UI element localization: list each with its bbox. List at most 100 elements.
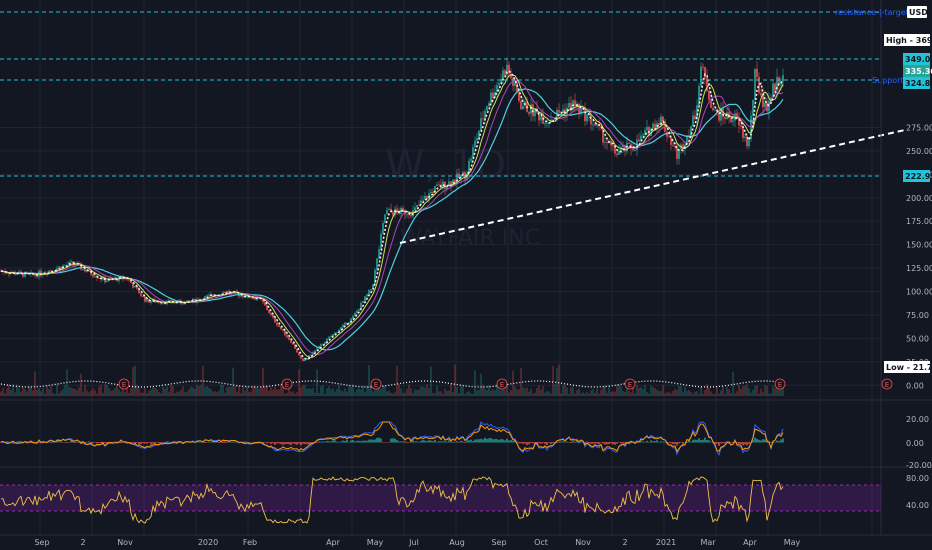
macd-histogram-bar [334, 440, 336, 443]
trendline[interactable] [399, 129, 906, 244]
volume-bar [404, 392, 406, 396]
macd-histogram-bar [286, 442, 288, 445]
macd-histogram-bar [70, 440, 72, 443]
candle-body [546, 122, 548, 124]
volume-bar [524, 388, 526, 396]
volume-bar [522, 387, 524, 396]
candle-body [64, 265, 66, 267]
volume-bar [384, 385, 386, 396]
macd-histogram-bar [96, 442, 98, 444]
macd-histogram-bar [706, 440, 708, 443]
macd-histogram-bar [304, 442, 306, 445]
macd-histogram-bar [332, 440, 334, 443]
macd-histogram-bar [280, 442, 282, 445]
macd-histogram-bar [604, 442, 606, 445]
macd-histogram-bar [142, 442, 144, 444]
candle-body [558, 110, 560, 113]
macd-histogram-bar [546, 442, 548, 445]
macd-histogram-bar [550, 442, 552, 444]
volume-bar [442, 393, 444, 396]
macd-histogram-bar [476, 439, 478, 443]
candle-body [538, 112, 540, 121]
macd-histogram-bar [98, 442, 100, 443]
volume-bar [76, 390, 78, 396]
candle-body [566, 107, 568, 115]
volume-bar [310, 388, 312, 396]
candle-body [408, 214, 410, 216]
volume-bar [602, 387, 604, 396]
macd-histogram-bar [12, 442, 14, 444]
volume-bar [344, 388, 346, 396]
time-axis[interactable]: Sep 2 Nov 2020 Feb Apr May Jul Aug Sep Oct Nov 2 2021… [34, 538, 800, 547]
candle-body [586, 114, 588, 122]
price-tick-label: 125.00 [906, 264, 932, 273]
volume-bar [192, 387, 194, 396]
candle-body [414, 207, 416, 211]
macd-histogram-bar [776, 440, 778, 443]
macd-histogram-bar [716, 442, 718, 444]
volume-bar [606, 392, 608, 396]
volume-bar [74, 388, 76, 396]
resistance-label: resistance-|-target [835, 8, 909, 17]
candle-body [642, 134, 644, 136]
macd-histogram-bar [378, 437, 380, 443]
candle-body [240, 295, 242, 297]
volume-bar [494, 390, 496, 396]
volume-bar [618, 384, 620, 396]
candle-body [8, 273, 10, 275]
macd-histogram-bar [364, 440, 366, 443]
candle-body [150, 301, 152, 303]
macd-histogram-bar [322, 441, 324, 443]
volume-bar [466, 392, 468, 396]
time-tick-label: 2020 [198, 538, 218, 547]
macd-histogram-bar [284, 442, 286, 445]
macd-histogram-bar [568, 441, 570, 443]
macd-histogram-bar [524, 442, 526, 444]
volume-bar [434, 393, 436, 396]
volume-bar [370, 384, 372, 396]
macd-histogram-bar [512, 441, 514, 443]
volume-bar [210, 389, 212, 396]
candle-body [442, 181, 444, 189]
candle-body [604, 141, 606, 143]
volume-bar [44, 393, 46, 396]
volume-bar [132, 367, 134, 396]
volume-bar [70, 387, 72, 396]
candle-body [486, 106, 488, 111]
volume-bar [610, 392, 612, 396]
macd-histogram-bar [542, 442, 544, 443]
candle-body [600, 126, 602, 128]
macd-histogram-bar [370, 439, 372, 443]
volume-bar [32, 390, 34, 396]
volume-bar [620, 386, 622, 396]
volume-bar [146, 393, 148, 396]
macd-histogram-bar [630, 442, 632, 444]
usd-badge-bg[interactable] [907, 6, 927, 18]
volume-bar [276, 389, 278, 396]
candle-body [456, 173, 458, 183]
candle-body [48, 270, 50, 274]
volume-bar [532, 393, 534, 396]
candle-body [20, 271, 22, 273]
candle-body [36, 275, 38, 277]
macd-histogram-bar [468, 440, 470, 443]
volume-bar [150, 389, 152, 396]
candle-body [76, 263, 78, 266]
volume-bar [632, 385, 634, 396]
volume-bar [42, 387, 44, 396]
macd-histogram-bar [484, 437, 486, 443]
volume-bar [238, 385, 240, 396]
macd-histogram-bar [140, 442, 142, 445]
candle-body [288, 337, 290, 340]
volume-bar [184, 392, 186, 396]
candle-body [612, 145, 614, 147]
macd-histogram-bar [518, 442, 520, 444]
macd-histogram-bar [136, 442, 138, 443]
volume-bar [194, 388, 196, 396]
candle-body [690, 126, 692, 137]
volume-bar [576, 390, 578, 396]
time-tick-label: Nov [575, 538, 591, 547]
macd-histogram-bar [352, 439, 354, 443]
